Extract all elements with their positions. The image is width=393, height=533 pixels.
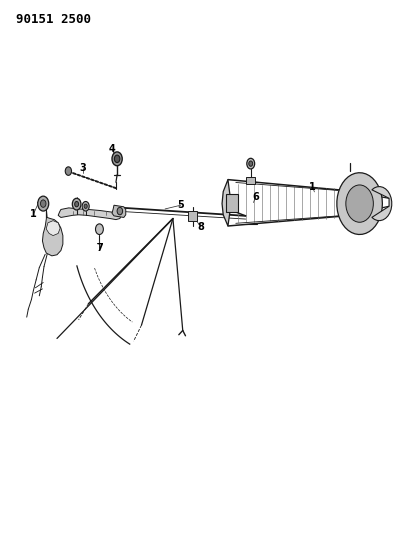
Polygon shape bbox=[37, 201, 63, 256]
Circle shape bbox=[75, 201, 79, 207]
Polygon shape bbox=[188, 211, 197, 221]
Circle shape bbox=[84, 204, 87, 208]
Text: 8: 8 bbox=[197, 222, 204, 231]
Text: 1: 1 bbox=[30, 209, 37, 219]
Text: 3: 3 bbox=[79, 163, 86, 173]
Polygon shape bbox=[226, 194, 238, 212]
Circle shape bbox=[247, 158, 255, 169]
Circle shape bbox=[38, 196, 49, 211]
Circle shape bbox=[228, 198, 235, 207]
Polygon shape bbox=[46, 221, 60, 236]
Text: 90151 2500: 90151 2500 bbox=[16, 13, 91, 26]
Circle shape bbox=[82, 201, 89, 211]
Text: 6: 6 bbox=[252, 192, 259, 202]
Polygon shape bbox=[372, 187, 392, 221]
Text: 7: 7 bbox=[97, 243, 104, 253]
Circle shape bbox=[72, 198, 81, 210]
Polygon shape bbox=[112, 205, 126, 217]
Polygon shape bbox=[58, 208, 122, 220]
Circle shape bbox=[40, 200, 46, 207]
Circle shape bbox=[112, 152, 122, 166]
Circle shape bbox=[117, 207, 123, 215]
Circle shape bbox=[65, 167, 72, 175]
Polygon shape bbox=[222, 180, 231, 226]
Circle shape bbox=[346, 185, 373, 222]
Circle shape bbox=[114, 155, 120, 163]
Circle shape bbox=[249, 161, 253, 166]
Text: 2: 2 bbox=[73, 199, 80, 208]
Circle shape bbox=[95, 224, 103, 235]
Text: 5: 5 bbox=[177, 200, 184, 210]
Text: 1: 1 bbox=[309, 182, 316, 191]
Polygon shape bbox=[246, 177, 255, 184]
Text: 4: 4 bbox=[108, 144, 116, 154]
Polygon shape bbox=[337, 173, 382, 235]
